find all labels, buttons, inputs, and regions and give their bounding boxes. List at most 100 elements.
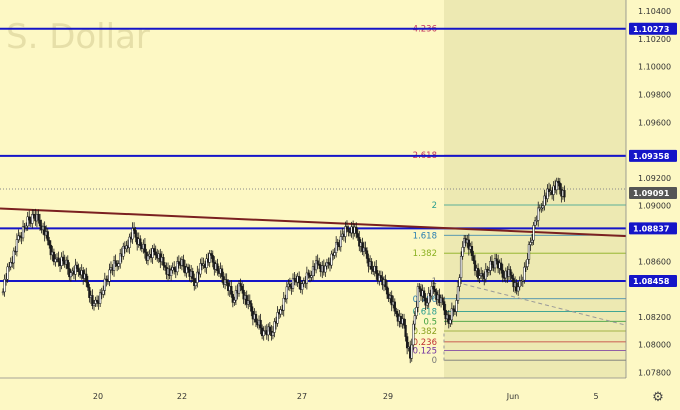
candle-body <box>182 259 185 267</box>
candle-body <box>476 267 480 279</box>
price-tag-box <box>629 22 677 35</box>
candle-body <box>237 283 241 294</box>
candle-body <box>455 300 458 312</box>
gear-icon[interactable]: ⚙ <box>652 390 664 405</box>
candle-body <box>279 309 282 315</box>
candle-body <box>9 262 12 268</box>
candle-body <box>336 242 339 245</box>
candle-body <box>467 239 470 250</box>
fib-level-label: 0.125 <box>413 346 437 356</box>
candle-body <box>450 308 454 321</box>
candle-body <box>245 295 248 305</box>
candle-body <box>365 250 369 259</box>
candle-body <box>1 291 5 294</box>
candle-body <box>43 225 46 236</box>
candle-body <box>132 228 136 231</box>
price-axis[interactable]: 1.10400 1.10200 1.10000 1.09800 1.09600 1.092… <box>625 0 680 410</box>
candle-body <box>393 301 396 312</box>
price-tag-box <box>629 149 677 162</box>
candle-body <box>26 216 29 227</box>
price-axis-bg <box>626 0 680 410</box>
candle-body <box>31 214 34 224</box>
candle-body <box>555 180 558 191</box>
candle-body <box>535 220 538 222</box>
candle-body <box>447 314 450 324</box>
candle-body <box>66 259 69 269</box>
time-axis[interactable]: 20 22 27 29 Jun 5 <box>0 377 626 401</box>
candle-body <box>21 226 25 239</box>
candle-body <box>54 258 57 263</box>
candle-body <box>529 242 532 245</box>
price-tick-label: 1.10000 <box>638 63 671 72</box>
candle-body <box>510 274 514 279</box>
time-tick-label: 29 <box>383 392 393 401</box>
candle-body <box>358 237 361 247</box>
price-tick-label: 1.09000 <box>638 202 671 211</box>
trendline[interactable] <box>0 207 631 238</box>
candle-body <box>530 239 534 243</box>
candle-body <box>526 259 529 267</box>
price-tick-label: 1.10400 <box>638 7 671 16</box>
candle-body <box>452 308 455 311</box>
price-tag-label: 1.08458 <box>633 277 670 286</box>
candle-body <box>240 286 244 291</box>
candle-body <box>259 319 262 329</box>
candle-body <box>495 258 498 262</box>
candle-body <box>282 297 285 311</box>
candle-body <box>173 267 176 270</box>
candle-body <box>208 253 211 263</box>
candle-body <box>46 231 49 241</box>
candle-body <box>216 263 219 271</box>
candle-body <box>85 273 88 283</box>
price-tag-label: 1.09358 <box>633 152 670 161</box>
price-tag-label: 1.10273 <box>633 25 669 34</box>
candle-body <box>361 242 364 252</box>
candle-body <box>307 272 310 276</box>
candle-body <box>345 226 349 230</box>
candle-body <box>489 261 492 271</box>
candle-body <box>347 228 350 232</box>
candle-body <box>77 268 80 273</box>
price-tag: 1.10273 <box>629 22 677 35</box>
candle-body <box>57 257 60 263</box>
candle-body <box>546 188 549 199</box>
price-tick-label: 1.07800 <box>638 368 671 377</box>
candle-body <box>17 235 20 240</box>
candle-body <box>459 256 463 278</box>
candle-body <box>52 251 56 263</box>
candle-body <box>449 319 452 324</box>
candle-body <box>541 205 545 209</box>
time-tick-label: Jun <box>506 392 520 401</box>
candle-body <box>28 216 31 221</box>
candle-body <box>234 290 238 301</box>
candle-body <box>305 272 309 284</box>
candle-body <box>86 281 89 288</box>
candle-body <box>6 266 9 280</box>
candle-body <box>456 286 460 301</box>
candle-body <box>385 286 389 295</box>
candle-body <box>524 266 528 268</box>
price-tag: 1.09358 <box>629 149 677 162</box>
fib-level-label: 0.236 <box>413 338 437 348</box>
candle-body <box>481 273 484 277</box>
time-tick-label: 5 <box>593 392 598 401</box>
candle-body <box>563 190 566 198</box>
candle-body <box>273 321 276 333</box>
candle-body <box>18 235 22 238</box>
candle-body <box>470 246 474 256</box>
candle-body <box>310 275 313 278</box>
candle-body <box>199 263 202 275</box>
candle-body <box>424 297 427 306</box>
candle-body <box>268 326 271 332</box>
candle-body <box>163 265 167 268</box>
candle-body <box>254 314 258 323</box>
candle-body <box>473 260 477 271</box>
time-tick-label: 22 <box>177 392 187 401</box>
price-tick-label: 1.08600 <box>638 257 671 266</box>
candle-body <box>410 344 413 359</box>
candle-body <box>540 207 543 210</box>
candle-body <box>405 336 409 349</box>
candle-body <box>370 261 373 270</box>
candle-body <box>146 255 150 261</box>
